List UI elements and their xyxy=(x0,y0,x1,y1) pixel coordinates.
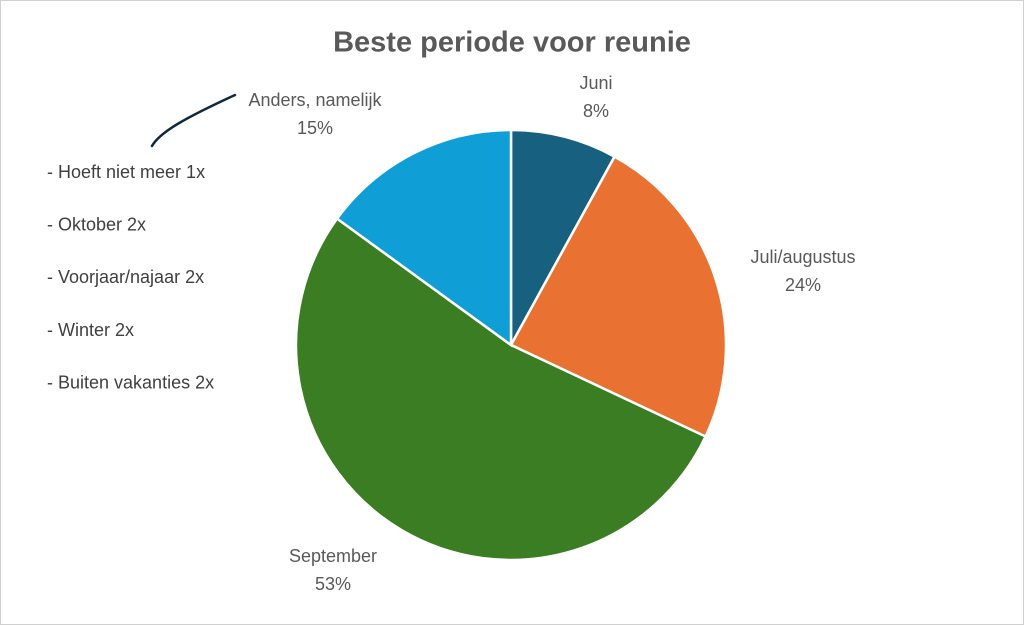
annotation: - Hoeft niet meer 1x xyxy=(47,162,205,182)
slice-label: Anders, namelijk xyxy=(248,90,382,110)
hand-drawn-stroke xyxy=(150,93,237,148)
slice-label: Juli/augustus xyxy=(750,247,855,267)
chart-title: Beste periode voor reunie xyxy=(333,27,691,59)
annotation: - Buiten vakanties 2x xyxy=(47,373,214,393)
slice-value-label: 53% xyxy=(315,574,351,594)
slice-value-label: 15% xyxy=(297,118,333,138)
slice-label: Juni xyxy=(579,73,612,93)
slice-value-label: 8% xyxy=(583,101,609,121)
pie-slice xyxy=(509,154,728,439)
annotation: - Oktober 2x xyxy=(47,214,146,234)
annotation: - Winter 2x xyxy=(47,320,134,340)
pie-slice xyxy=(294,216,708,562)
slice-label: September xyxy=(289,546,377,566)
slice-value-label: 24% xyxy=(785,275,821,295)
pie-slice xyxy=(335,128,513,348)
annotation: - Voorjaar/najaar 2x xyxy=(47,267,204,287)
pie-slice xyxy=(509,128,617,346)
